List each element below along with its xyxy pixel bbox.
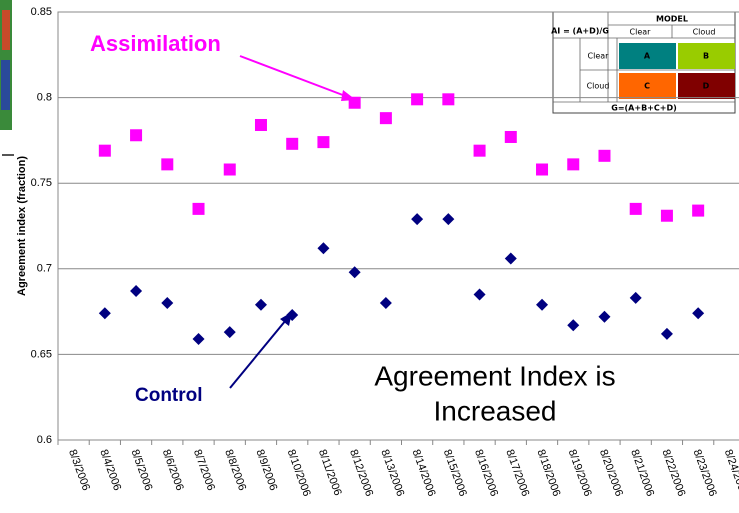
x-tick-label: 8/6/2006 (160, 448, 186, 492)
inset-text: D (703, 82, 710, 91)
x-tick-label: 8/5/2006 (129, 448, 155, 492)
point (630, 203, 642, 215)
point (130, 129, 142, 141)
inset-text: A (644, 52, 651, 61)
point (99, 145, 111, 157)
x-tick-label: 8/11/2006 (316, 448, 344, 497)
point (193, 333, 205, 345)
map-fragment (2, 10, 10, 50)
x-tick-label: 8/15/2006 (441, 448, 469, 498)
x-tick-label: 8/8/2006 (222, 448, 248, 492)
point (130, 285, 142, 297)
point (505, 253, 517, 265)
point (286, 138, 298, 150)
chart: Agreement index (fraction) AI = (A+D)/G M… (0, 0, 739, 513)
point (630, 292, 642, 304)
x-tick-label: 8/4/2006 (97, 448, 123, 492)
point (442, 213, 454, 225)
point (255, 119, 267, 131)
point (161, 158, 173, 170)
point (99, 307, 111, 319)
point (411, 93, 423, 105)
y-tick-label: 0.7 (37, 263, 52, 275)
point (567, 158, 579, 170)
y-tick-label: 0.6 (37, 434, 52, 446)
point (380, 297, 392, 309)
inset-text: B (703, 52, 709, 61)
point (161, 297, 173, 309)
x-tick-label: 8/22/2006 (659, 448, 687, 498)
x-tick-label: 8/9/2006 (253, 448, 279, 492)
x-tick-label: 8/16/2006 (472, 448, 500, 498)
point (193, 203, 205, 215)
arrow-head (341, 90, 356, 101)
annotation: Increased (434, 395, 557, 426)
point (224, 164, 236, 176)
y-tick-label: 0.8 (37, 92, 52, 104)
point (598, 311, 610, 323)
y-axis-title: Agreement index (fraction) (16, 156, 28, 296)
x-tick-label: 8/10/2006 (285, 448, 313, 498)
x-tick-label: 8/13/2006 (378, 448, 406, 498)
x-tick-label: 8/24/2006 (722, 448, 739, 498)
inset-text: Cloud (693, 28, 716, 37)
x-tick-label: 8/14/2006 (410, 448, 438, 498)
inset-text: Clear (630, 28, 652, 37)
map-fragment (1, 60, 10, 110)
point (474, 145, 486, 157)
y-tick-label: 0.65 (31, 348, 52, 360)
inset-text: MODEL (656, 15, 688, 24)
x-tick-label: 8/19/2006 (566, 448, 594, 498)
point (411, 213, 423, 225)
x-tick-label: 8/12/2006 (347, 448, 375, 498)
x-tick-label: 8/21/2006 (628, 448, 656, 498)
inset-text: G=(A+B+C+D) (611, 104, 677, 113)
annotation: Agreement Index is (374, 360, 615, 391)
point (474, 288, 486, 300)
point (505, 131, 517, 143)
y-tick-label: 0.85 (31, 6, 52, 18)
point (536, 164, 548, 176)
point (567, 319, 579, 331)
point (661, 210, 673, 222)
inset-text: AI = (A+D)/G (551, 27, 609, 36)
point (317, 242, 329, 254)
point (224, 326, 236, 338)
point (598, 150, 610, 162)
point (661, 328, 673, 340)
inset-text: Clear (588, 52, 610, 61)
point (692, 205, 704, 217)
x-tick-label: 8/20/2006 (597, 448, 625, 498)
point (692, 307, 704, 319)
point (349, 266, 361, 278)
inset-text: Cloud (587, 82, 610, 91)
series-annotation: Control (135, 385, 203, 406)
point (255, 299, 267, 311)
series-annotation: Assimilation (90, 31, 221, 56)
point (380, 112, 392, 124)
x-tick-label: 8/18/2006 (534, 448, 562, 498)
point (442, 93, 454, 105)
x-tick-label: 8/7/2006 (191, 448, 217, 492)
x-tick-label: 8/17/2006 (503, 448, 531, 498)
inset-text: C (644, 82, 650, 91)
x-tick-label: 8/3/2006 (66, 448, 92, 492)
annotation-arrow (240, 56, 348, 97)
point (317, 136, 329, 148)
point (536, 299, 548, 311)
x-tick-label: 8/23/2006 (691, 448, 719, 498)
y-tick-label: 0.75 (31, 177, 52, 189)
